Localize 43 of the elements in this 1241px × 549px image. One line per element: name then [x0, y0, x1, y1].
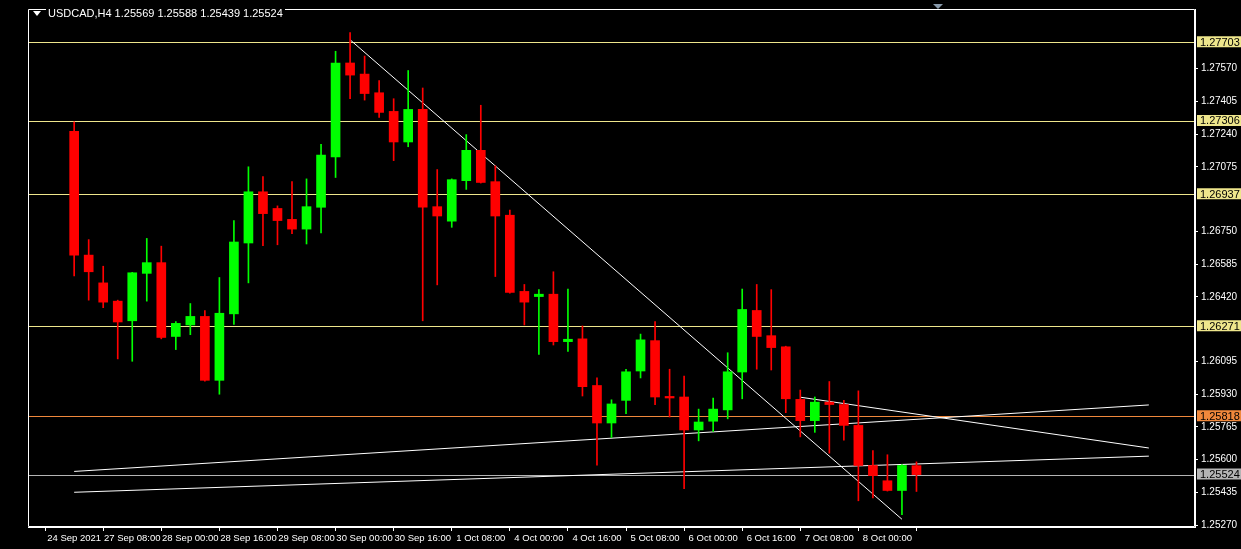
- y-tick-label: 1.26585: [1201, 257, 1238, 269]
- ref-line-label: 1.27306: [1200, 114, 1240, 127]
- y-tick-label: 1.25435: [1201, 486, 1238, 498]
- candlestick: [287, 181, 297, 234]
- x-tick-label: 30 Sep 00:00: [336, 532, 393, 544]
- y-tick-label: 1.27075: [1201, 160, 1238, 172]
- x-tick-label: 28 Sep 00:00: [162, 532, 219, 544]
- candlestick: [345, 32, 355, 100]
- y-tick-label: 1.25930: [1201, 387, 1238, 399]
- x-tick-label: 5 Oct 08:00: [630, 532, 680, 544]
- y-tick-label: 1.26420: [1201, 290, 1238, 302]
- chart-title: USDCAD,H4 1.25569 1.25588 1.25439 1.25524: [46, 7, 285, 19]
- x-tick-label: 4 Oct 16:00: [572, 532, 622, 544]
- x-tick-label: 8 Oct 00:00: [862, 532, 912, 544]
- ref-line-label: 1.26937: [1200, 187, 1240, 200]
- y-tick-label: 1.27240: [1201, 127, 1238, 139]
- x-tick-label: 29 Sep 08:00: [278, 532, 335, 544]
- x-tick-label: 6 Oct 16:00: [746, 532, 796, 544]
- x-tick-label: 30 Sep 16:00: [394, 532, 451, 544]
- ref-line-label: 1.27703: [1200, 35, 1240, 48]
- candlestick: [766, 289, 777, 371]
- x-tick-label: 24 Sep 2021: [47, 532, 102, 544]
- x-tick-label: 6 Oct 00:00: [688, 532, 738, 544]
- y-tick-label: 1.27405: [1201, 95, 1238, 107]
- candlestick: [432, 169, 443, 286]
- candlestick: [868, 450, 878, 499]
- y-tick-label: 1.25600: [1201, 453, 1238, 465]
- ref-line-label: 1.25818: [1200, 409, 1240, 422]
- ref-line-label: 1.25524: [1200, 468, 1240, 481]
- y-tick-label: 1.25270: [1201, 518, 1238, 530]
- x-tick-label: 28 Sep 16:00: [220, 532, 277, 544]
- y-tick-label: 1.27570: [1201, 62, 1238, 74]
- y-tick-label: 1.25765: [1201, 420, 1238, 432]
- x-tick-label: 27 Sep 08:00: [103, 532, 161, 544]
- y-tick-label: 1.26095: [1201, 355, 1238, 367]
- y-tick-label: 1.26750: [1201, 225, 1238, 237]
- x-tick-label: 4 Oct 00:00: [514, 532, 564, 544]
- x-tick-label: 7 Oct 08:00: [804, 532, 854, 544]
- ref-line-label: 1.26271: [1200, 319, 1240, 332]
- candlestick: [534, 289, 544, 355]
- candlestick: [563, 288, 573, 352]
- x-tick-label: 1 Oct 08:00: [456, 532, 506, 544]
- candlestick: [141, 238, 152, 302]
